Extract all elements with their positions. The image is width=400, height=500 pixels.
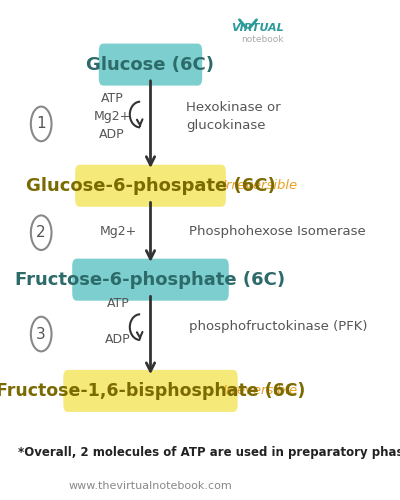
Text: www.thevirtualnotebook.com: www.thevirtualnotebook.com	[69, 482, 232, 492]
Text: 2: 2	[36, 225, 46, 240]
FancyBboxPatch shape	[72, 258, 229, 300]
Text: 1: 1	[36, 116, 46, 132]
Text: Fructose-6-phosphate (6C): Fructose-6-phosphate (6C)	[16, 270, 286, 288]
Text: Mg2+: Mg2+	[99, 225, 137, 238]
Text: Glucose-6-phospate (6C): Glucose-6-phospate (6C)	[26, 176, 275, 194]
Text: phosphofructokinase (PFK): phosphofructokinase (PFK)	[189, 320, 368, 333]
Text: *Overall, 2 molecules of ATP are used in preparatory phase: *Overall, 2 molecules of ATP are used in…	[18, 446, 400, 459]
Text: Irreversible: Irreversible	[222, 384, 297, 398]
Text: Phosphohexose Isomerase: Phosphohexose Isomerase	[189, 225, 366, 238]
Text: notebook: notebook	[241, 35, 284, 44]
Text: VIRTUAL: VIRTUAL	[231, 22, 284, 32]
Text: ATP
Mg2+
ADP: ATP Mg2+ ADP	[94, 92, 131, 141]
FancyBboxPatch shape	[63, 370, 238, 412]
Text: Hexokinase or
glucokinase: Hexokinase or glucokinase	[186, 101, 280, 132]
Text: ATP

ADP: ATP ADP	[105, 297, 131, 346]
Text: Irreversible: Irreversible	[222, 179, 297, 192]
Text: Glucose (6C): Glucose (6C)	[86, 56, 214, 74]
Text: 3: 3	[36, 326, 46, 342]
Text: Fructose-1,6-bisphosphate (6C): Fructose-1,6-bisphosphate (6C)	[0, 382, 305, 400]
FancyBboxPatch shape	[99, 44, 202, 86]
FancyBboxPatch shape	[75, 164, 226, 206]
